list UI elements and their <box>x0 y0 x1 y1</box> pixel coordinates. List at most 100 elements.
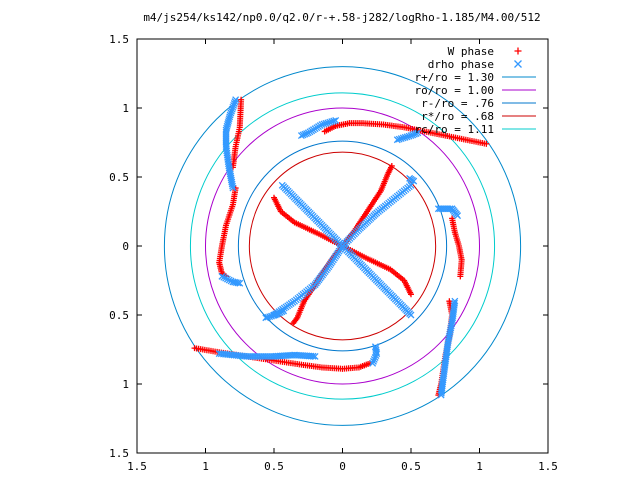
point-0-2-32 <box>238 96 245 103</box>
point-1-1-9 <box>369 359 377 367</box>
point-1-4-37 <box>227 109 235 117</box>
point-1-0-46 <box>311 352 319 360</box>
circle-3 <box>248 151 437 341</box>
point-1-8-46 <box>437 391 445 399</box>
point-1-5-3 <box>303 130 310 137</box>
curve-1-3 <box>270 181 415 319</box>
curve-0-0 <box>321 120 490 147</box>
point-1-6-1 <box>395 135 403 143</box>
point-1-1-4 <box>373 350 381 358</box>
point-0-7-87 <box>290 320 297 327</box>
reference-circles <box>163 66 522 426</box>
point-1-4-39 <box>228 105 236 113</box>
y-tick-label-4: 0.5 <box>109 171 129 184</box>
point-1-10-7 <box>268 312 275 320</box>
curve-1-0 <box>215 350 319 360</box>
point-1-1-6 <box>371 354 379 361</box>
chart-title: m4/js254/ks142/np0.0/q2.0/r-+.58-j282/lo… <box>143 11 540 24</box>
point-1-0-45 <box>309 352 317 360</box>
point-1-3-90 <box>407 181 415 189</box>
series-W-phase <box>191 96 490 399</box>
point-1-4-43 <box>231 98 239 106</box>
legend-marker-0 <box>514 47 522 55</box>
legend-label-2: r+/ro = 1.30 <box>415 71 494 84</box>
legend-label-6: rc/ro = 1.11 <box>415 123 494 136</box>
series-layer <box>191 96 490 399</box>
axis-ticks: 1.5 1 0.5 0 0.5 1 1.51.510.500.511.5 <box>109 33 558 473</box>
y-tick-label-5: 1 <box>122 102 129 115</box>
point-1-10-9 <box>264 313 272 321</box>
curve-0-5 <box>449 215 465 280</box>
curve-1-11 <box>406 174 418 185</box>
x-tick-label-0: 1.5 <box>127 460 147 473</box>
legend-label-0: W phase <box>448 45 494 58</box>
point-1-4-38 <box>228 107 235 115</box>
curve-1-6 <box>393 129 422 144</box>
point-1-10-8 <box>266 313 274 321</box>
curve-1-5 <box>297 116 340 140</box>
legend-label-3: ro/ro = 1.00 <box>415 84 494 97</box>
x-tick-label-3: 0 <box>339 460 346 473</box>
point-1-10-10 <box>262 314 270 322</box>
point-1-4-41 <box>230 101 238 109</box>
point-1-1-8 <box>370 357 377 365</box>
point-1-11-3 <box>410 177 418 185</box>
curve-1-9 <box>218 272 244 287</box>
point-1-6-3 <box>399 134 407 142</box>
circle-4 <box>189 92 496 400</box>
point-1-1-5 <box>372 352 380 360</box>
point-1-5-19 <box>332 116 340 124</box>
point-1-6-6 <box>405 132 413 140</box>
point-1-6-5 <box>403 133 411 141</box>
point-1-10-6 <box>269 312 277 320</box>
x-tick-label-6: 1.5 <box>538 460 558 473</box>
point-1-5-14 <box>322 119 330 127</box>
curve-0-1 <box>216 185 239 280</box>
x-tick-label-2: 0.5 <box>264 460 284 473</box>
point-1-6-11 <box>414 129 422 137</box>
series-drho-phase <box>215 96 462 399</box>
y-tick-label-6: 1.5 <box>109 33 129 46</box>
point-1-5-13 <box>320 120 328 128</box>
curve-1-1 <box>369 343 381 367</box>
circle-0 <box>163 66 522 426</box>
legend-label-5: r*/ro = .68 <box>421 110 494 123</box>
point-1-1-7 <box>370 355 378 363</box>
x-tick-label-1: 1 <box>202 460 209 473</box>
circle-1 <box>205 107 480 385</box>
point-1-9-10 <box>236 279 244 287</box>
point-1-4-42 <box>230 100 238 107</box>
point-1-6-2 <box>397 135 405 143</box>
point-1-5-15 <box>324 119 332 127</box>
point-1-10-5 <box>271 311 279 319</box>
legend-label-1: drho phase <box>428 58 494 71</box>
curve-1-10 <box>262 307 288 322</box>
point-1-6-4 <box>401 133 409 141</box>
x-tick-label-4: 0.5 <box>401 460 421 473</box>
point-1-2-88 <box>407 311 415 319</box>
curve-0-2 <box>229 96 245 171</box>
legend-marker-1 <box>514 60 522 68</box>
point-1-5-17 <box>328 118 336 126</box>
y-tick-label-2: 0.5 <box>109 309 129 322</box>
y-tick-label-1: 1 <box>122 378 129 391</box>
legend-label-4: r-/ro = .76 <box>421 97 494 110</box>
curve-1-4 <box>222 96 240 192</box>
point-1-4-40 <box>229 103 237 111</box>
point-1-5-12 <box>318 121 326 129</box>
point-0-0-80 <box>483 140 490 147</box>
point-0-5-29 <box>457 273 464 280</box>
point-1-4-36 <box>226 111 234 119</box>
point-1-7-12 <box>454 212 462 220</box>
point-1-8-45 <box>437 389 445 397</box>
point-1-6-0 <box>393 136 401 144</box>
curve-1-7 <box>434 205 462 220</box>
curve-1-8 <box>437 297 459 399</box>
point-1-4-35 <box>226 113 234 121</box>
point-1-6-10 <box>412 130 420 137</box>
point-1-4-44 <box>232 96 240 104</box>
y-tick-label-3: 0 <box>122 240 129 253</box>
point-1-9-9 <box>234 279 242 287</box>
